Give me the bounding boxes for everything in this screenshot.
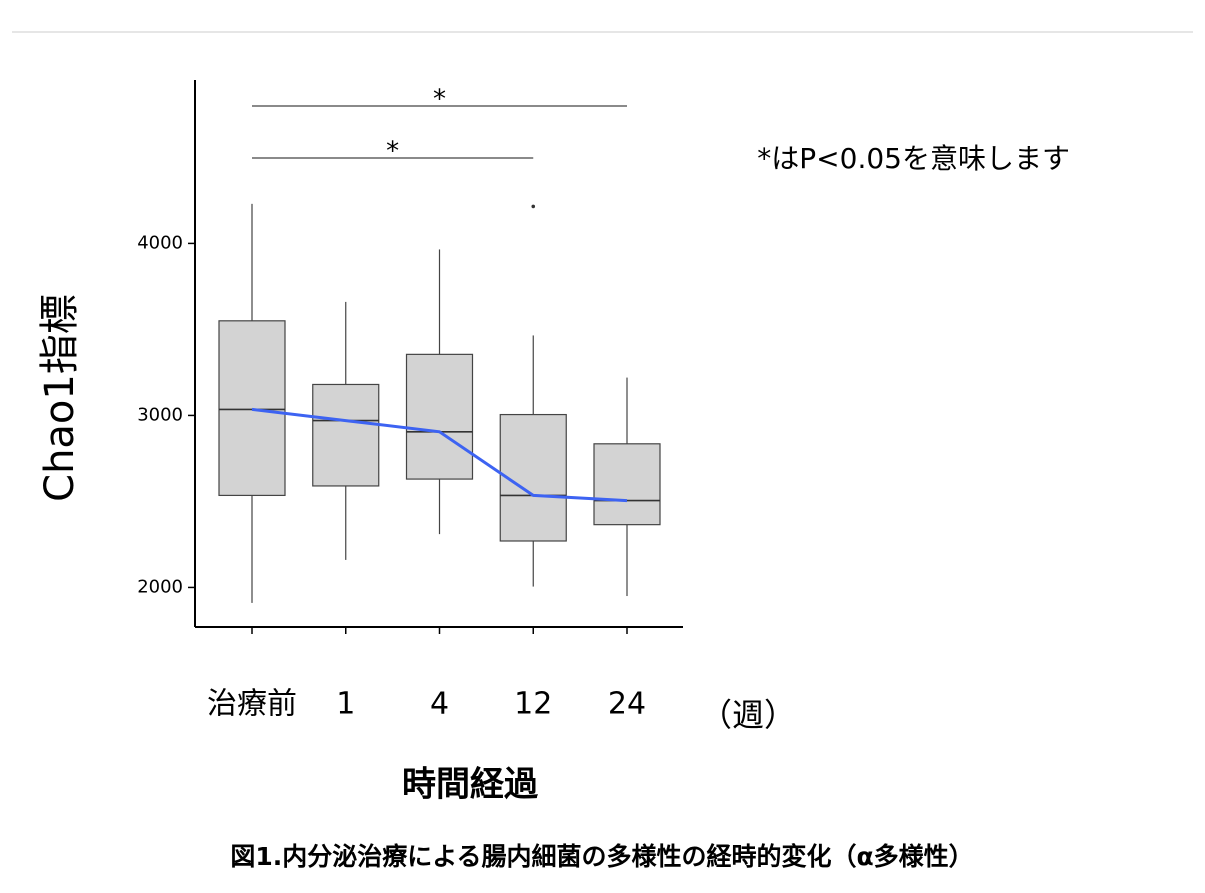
box: [218, 320, 286, 497]
box: [593, 443, 661, 526]
y-tick-label: 3000: [137, 404, 183, 425]
x-tick-label: 治療前: [207, 687, 297, 722]
x-tick-label: 4: [430, 687, 449, 722]
box: [405, 353, 474, 480]
x-unit: （週）: [700, 696, 797, 734]
y-tick-label: 2000: [137, 576, 183, 597]
x-tick-label: 24: [608, 687, 646, 722]
box: [499, 413, 567, 542]
significance-label: *: [433, 85, 446, 115]
trend-line: [251, 407, 628, 503]
x-tick-label: 12: [514, 687, 552, 722]
y-axis-label: Chao1指標: [37, 294, 83, 502]
caption: 図1.内分泌治療による腸内細菌の多様性の経時的変化（α多様性）: [230, 842, 973, 871]
note: *はP<0.05を意味します: [757, 142, 1070, 175]
x-tick-label: 1: [336, 687, 355, 722]
y-tick-label: 4000: [137, 232, 183, 253]
x-axis-label: 時間経過: [402, 765, 539, 805]
box: [312, 383, 380, 487]
outlier: [531, 204, 536, 209]
significance-label: *: [386, 137, 399, 167]
